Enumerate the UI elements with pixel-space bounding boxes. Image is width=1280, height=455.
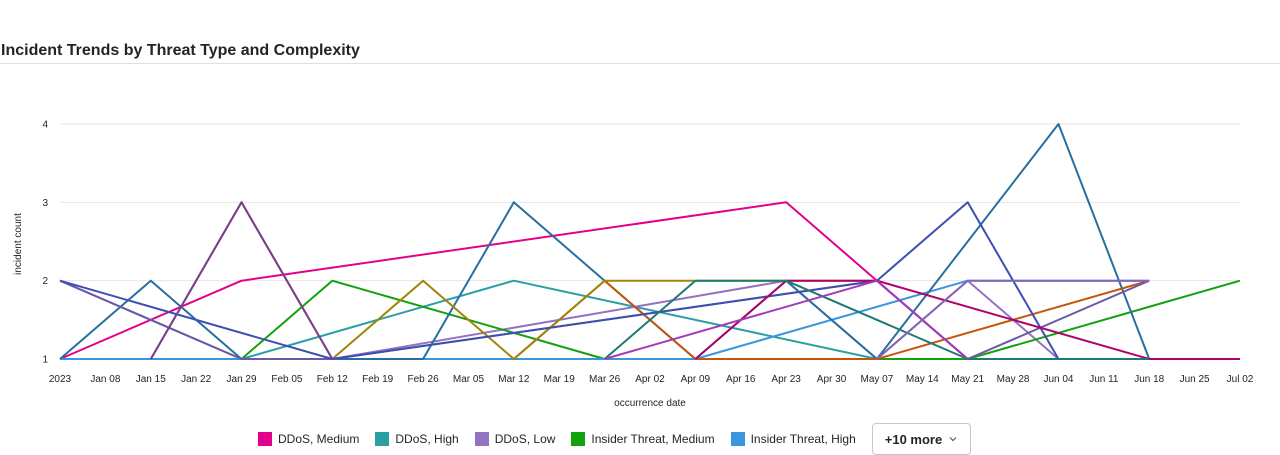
x-tick-label: Jun 04 bbox=[1043, 374, 1073, 385]
x-tick-label: Jan 15 bbox=[136, 374, 166, 385]
x-tick-label: Jun 25 bbox=[1180, 374, 1210, 385]
legend-swatch bbox=[571, 432, 586, 446]
y-tick-label: 2 bbox=[42, 276, 48, 287]
legend-label: Insider Threat, High bbox=[750, 432, 856, 446]
y-tick-label: 1 bbox=[42, 355, 48, 366]
more-legend-button[interactable]: +10 more bbox=[871, 423, 972, 455]
x-tick-label: Feb 05 bbox=[271, 374, 303, 385]
chart-title: Incident Trends by Threat Type and Compl… bbox=[1, 42, 360, 59]
legend-item[interactable]: DDoS, High bbox=[375, 432, 459, 446]
legend: DDoS, Medium DDoS, High DDoS, Low Insider T… bbox=[258, 423, 972, 455]
x-tick-label: May 07 bbox=[861, 374, 894, 385]
legend-label: DDoS, High bbox=[395, 432, 459, 446]
x-tick-label: Apr 23 bbox=[771, 374, 801, 385]
series-line[interactable] bbox=[694, 279, 1240, 360]
x-tick-label: Mar 19 bbox=[544, 374, 576, 385]
x-tick-label: Jun 11 bbox=[1089, 374, 1119, 385]
x-tick-label: 2023 bbox=[49, 374, 72, 385]
y-tick-label: 3 bbox=[42, 198, 48, 209]
x-tick-label: Jan 29 bbox=[227, 374, 257, 385]
x-tick-label: Jul 02 bbox=[1227, 374, 1254, 385]
x-tick-label: Mar 26 bbox=[589, 374, 621, 385]
legend-swatch bbox=[258, 432, 272, 446]
series-line[interactable] bbox=[59, 123, 1151, 360]
title-divider bbox=[0, 63, 1280, 64]
x-axis-ticks: 2023 Jan 08 Jan 15 Jan 22 Jan 29 Feb 05 Feb 12… bbox=[49, 374, 1254, 385]
legend-label: DDoS, Medium bbox=[278, 432, 360, 446]
x-tick-label: May 28 bbox=[997, 374, 1030, 385]
legend-item[interactable]: DDoS, Medium bbox=[258, 432, 359, 446]
x-tick-label: Jun 18 bbox=[1134, 374, 1164, 385]
x-tick-label: Apr 30 bbox=[817, 374, 847, 385]
x-tick-label: May 21 bbox=[951, 374, 984, 385]
x-tick-label: Jan 08 bbox=[90, 374, 120, 385]
x-tick-label: Feb 12 bbox=[317, 374, 349, 385]
x-tick-label: Apr 09 bbox=[681, 374, 711, 385]
series-line[interactable] bbox=[604, 279, 969, 360]
x-axis-label: occurrence date bbox=[614, 398, 686, 409]
y-axis-ticks: 1 2 3 4 bbox=[42, 120, 48, 366]
legend-swatch bbox=[730, 432, 745, 446]
series-line[interactable] bbox=[149, 201, 334, 360]
x-tick-label: Feb 19 bbox=[362, 374, 394, 385]
series-line[interactable] bbox=[603, 279, 1150, 360]
series-lines bbox=[59, 123, 1241, 360]
chevron-down-icon bbox=[949, 437, 957, 442]
legend-item[interactable]: Insider Threat, High bbox=[730, 432, 856, 446]
more-legend-label: +10 more bbox=[884, 431, 943, 447]
legend-swatch bbox=[474, 432, 489, 446]
legend-swatch bbox=[375, 432, 390, 446]
x-tick-label: May 14 bbox=[906, 374, 939, 385]
legend-label: Insider Threat, Medium bbox=[591, 432, 715, 446]
x-tick-label: Apr 02 bbox=[635, 374, 665, 385]
series-line[interactable] bbox=[241, 279, 878, 360]
y-axis-label: incident count bbox=[13, 213, 24, 275]
x-tick-label: Apr 16 bbox=[726, 374, 756, 385]
legend-item[interactable]: DDoS, Low bbox=[474, 432, 556, 446]
legend-label: DDoS, Low bbox=[494, 432, 556, 446]
x-tick-label: Jan 22 bbox=[181, 374, 211, 385]
series-line[interactable] bbox=[876, 279, 1150, 360]
x-tick-label: Feb 26 bbox=[408, 374, 440, 385]
legend-item[interactable]: Insider Threat, Medium bbox=[571, 432, 715, 446]
x-tick-label: Mar 12 bbox=[498, 374, 530, 385]
y-tick-label: 4 bbox=[42, 120, 48, 131]
x-tick-label: Mar 05 bbox=[453, 374, 485, 385]
gridlines bbox=[60, 123, 1240, 360]
